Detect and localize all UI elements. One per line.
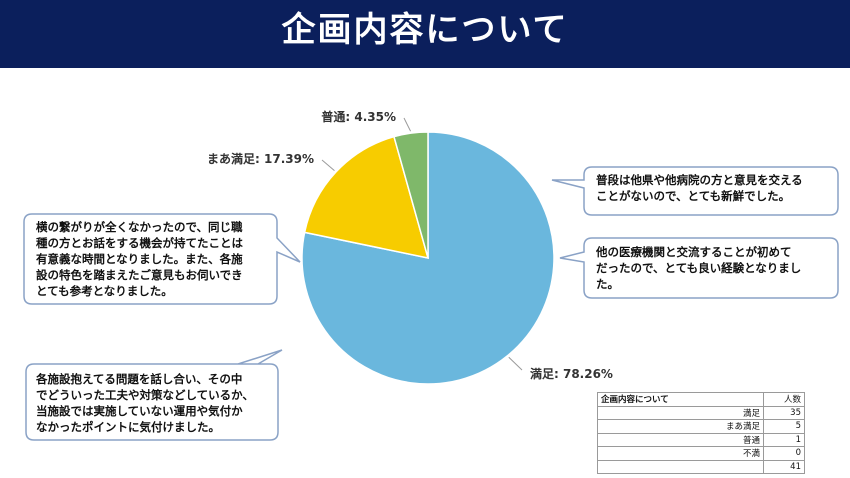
pie-slice-3 [393,131,429,259]
table-cell-value: 0 [763,446,805,461]
table-cell-label: 普通 [597,432,764,447]
table-row: 普通 1 [597,432,805,447]
comment-text-3: 横の繋がりが全くなかったので、同じ職 種の方とお話をする機会が持てたことは 有意義な… [36,220,243,298]
comment-bubble-4 [25,349,283,441]
table-total-row: 41 [597,459,805,474]
comment-bubble-2 [559,237,839,299]
table-row: まあ満足 5 [597,419,805,434]
table-header-count: 人数 [763,392,805,407]
pie-slice-1 [301,131,555,385]
pie-slice-2 [303,135,430,259]
page-title: 企画内容について [281,10,569,50]
comment-bubble-1 [551,166,839,216]
comment-text-1: 普段は他県や他病院の方と意見を交える ことがないので、とても新鮮でした。 [596,173,803,203]
leader-line-3 [403,117,412,132]
data-table: 企画内容について 人数 満足 35 まあ満足 5 普通 1 不満 0 41 [597,392,805,474]
slice-label-2: まあ満足: 17.39% [207,151,314,166]
comment-text-4: 各施設抱えてる問題を話し合い、その中 でどういった工夫や対策などしているか、 当施設… [36,372,254,434]
table-row: 不満 0 [597,446,805,461]
header-bar [0,0,850,68]
table-cell-label: 不満 [597,446,764,461]
comment-bubble-3 [23,213,301,305]
table-total-value: 41 [763,459,805,474]
table-cell-value: 35 [763,405,805,420]
table-row: 満足 35 [597,405,805,420]
table-total-label [597,459,764,474]
leader-line-1 [508,356,523,371]
table-cell-value: 1 [763,432,805,447]
table-header-row: 企画内容について 人数 [597,392,805,407]
table-cell-value: 5 [763,419,805,434]
comment-text-2: 他の医療機関と交流することが初めて だったので、とても良い経験となりまし た。 [596,245,802,291]
leader-line-2 [321,159,335,172]
slice-label-1: 満足: 78.26% [530,366,613,381]
slice-label-3: 普通: 4.35% [321,109,396,124]
table-cell-label: 満足 [597,405,764,420]
table-cell-label: まあ満足 [597,419,764,434]
table-title: 企画内容について [597,392,764,407]
